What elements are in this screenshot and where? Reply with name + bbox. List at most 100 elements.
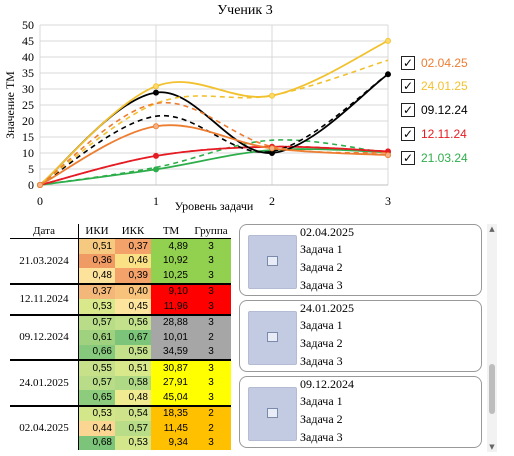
legend-item[interactable]: ✓ 02.04.25	[401, 55, 468, 71]
series-line	[39, 145, 389, 186]
group-cell: 2	[191, 330, 231, 345]
date-cell: 12.11.2024	[10, 282, 79, 315]
ikk-cell: 0,58	[115, 375, 151, 390]
y-axis-label: Значение ТМ	[3, 71, 17, 139]
iki-cell: 0,53	[78, 299, 115, 315]
card-task-label[interactable]: Задача 2	[300, 336, 343, 350]
table-row: 0,48 0,39 10,25 3	[10, 268, 231, 284]
legend-checkbox-icon[interactable]: ✓	[401, 151, 415, 165]
card-list-scrollbar[interactable]: ▲ ▼	[487, 224, 497, 452]
results-table: Дата ИКИ ИКК ТМ Группа 21.03.2024 0,51 0,3…	[10, 224, 231, 450]
card-task-label[interactable]: Задача 2	[300, 412, 343, 426]
legend-checkbox-icon[interactable]: ✓	[401, 127, 415, 141]
scroll-down-icon[interactable]: ▼	[489, 443, 495, 451]
tm-cell: 9,34	[151, 435, 191, 450]
y-tick-label: 30	[22, 82, 34, 96]
table-row: 0,68 0,53 9,34 3	[10, 435, 231, 450]
data-point	[37, 181, 44, 188]
legend-item[interactable]: ✓ 21.03.24	[401, 150, 468, 166]
legend-item[interactable]: ✓ 24.01.25	[401, 78, 468, 94]
card-task-label[interactable]: Задача 1	[300, 318, 343, 332]
ikk-cell: 0,57	[115, 421, 151, 436]
card-task-label[interactable]: Задача 3	[300, 354, 343, 368]
image-placeholder-icon[interactable]	[248, 235, 297, 289]
ikk-cell: 0,48	[115, 390, 151, 406]
legend-item[interactable]: ✓ 12.11.24	[401, 126, 467, 142]
tm-cell: 10,25	[151, 268, 191, 284]
card-task-label[interactable]: Задача 3	[300, 278, 343, 292]
legend-label: 09.12.24	[421, 103, 468, 117]
broken-image-icon	[267, 256, 278, 266]
iki-cell: 0,65	[78, 390, 115, 406]
legend-label: 21.03.24	[421, 151, 468, 165]
ikk-cell: 0,67	[115, 330, 151, 345]
y-tick-label: 10	[22, 146, 34, 160]
data-point	[152, 89, 159, 96]
tm-cell: 9,10	[151, 282, 191, 299]
tm-cell: 30,87	[151, 359, 191, 376]
scroll-up-icon[interactable]: ▲	[489, 225, 495, 233]
iki-cell: 0,66	[78, 344, 115, 360]
tm-cell: 4,89	[151, 238, 191, 254]
y-tick-label: 50	[22, 18, 34, 32]
line-chart: Ученик 3 0 5 10 15 20 25 30 35 40 45 50 0 1 2 3 Уровень …	[3, 3, 391, 213]
series-line	[39, 148, 389, 186]
date-cell: 24.01.2025	[10, 359, 79, 406]
ikk-cell: 0,40	[115, 282, 151, 299]
ikk-cell: 0,56	[115, 313, 151, 330]
date-cell: 09.12.2024	[10, 313, 79, 360]
legend-checkbox-icon[interactable]: ✓	[401, 56, 415, 70]
tm-cell: 11,96	[151, 299, 191, 315]
tm-cell: 10,01	[151, 330, 191, 345]
x-tick-label: 1	[153, 194, 159, 208]
iki-cell: 0,57	[78, 313, 115, 330]
data-point	[268, 145, 275, 152]
tm-cell: 27,91	[151, 375, 191, 390]
submission-card[interactable]: 24.01.2025 Задача 1 Задача 2 Задача 3	[239, 300, 482, 372]
header-tm: ТМ	[151, 224, 191, 239]
data-point	[268, 92, 275, 99]
scrollbar-thumb[interactable]	[489, 364, 495, 414]
ikk-cell: 0,45	[115, 299, 151, 315]
group-cell: 3	[191, 359, 231, 376]
iki-cell: 0,36	[78, 253, 115, 268]
y-tick-label: 0	[28, 178, 34, 192]
iki-cell: 0,37	[78, 282, 115, 299]
submission-card[interactable]: 02.04.2025 Задача 1 Задача 2 Задача 3	[239, 224, 482, 296]
table-row: 0,53 0,45 11,96 3	[10, 299, 231, 315]
series-trend-line	[39, 73, 389, 186]
table-row: 0,66 0,56 34,59 3	[10, 344, 231, 360]
image-placeholder-icon[interactable]	[248, 387, 297, 441]
image-placeholder-icon[interactable]	[248, 311, 297, 365]
table-row: 02.04.2025 0,53 0,54 18,35 2	[10, 404, 231, 450]
date-cell: 02.04.2025	[10, 404, 79, 450]
submission-card-list[interactable]: 02.04.2025 Задача 1 Задача 2 Задача 3 24.01.…	[239, 224, 485, 452]
table-row: 21.03.2024 0,51 0,37 4,89 3	[10, 238, 231, 284]
iki-cell: 0,44	[78, 421, 115, 436]
x-tick-label: 2	[269, 194, 275, 208]
card-task-label[interactable]: Задача 1	[300, 394, 343, 408]
card-task-label[interactable]: Задача 2	[300, 260, 343, 274]
card-date: 09.12.2024	[300, 377, 354, 391]
card-date: 02.04.2025	[300, 225, 354, 239]
series-line	[39, 73, 389, 186]
legend-checkbox-icon[interactable]: ✓	[401, 103, 415, 117]
table-row: 0,44 0,57 11,45 2	[10, 421, 231, 436]
y-tick-label: 20	[22, 114, 34, 128]
card-task-label[interactable]: Задача 1	[300, 242, 343, 256]
legend-checkbox-icon[interactable]: ✓	[401, 79, 415, 93]
group-cell: 3	[191, 313, 231, 330]
y-tick-label: 35	[22, 66, 34, 80]
tm-cell: 11,45	[151, 421, 191, 436]
group-cell: 2	[191, 404, 231, 421]
submission-card[interactable]: 09.12.2024 Задача 1 Задача 2 Задача 3	[239, 376, 482, 448]
iki-cell: 0,55	[78, 359, 115, 376]
card-task-label[interactable]: Задача 3	[300, 430, 343, 444]
table-header-row: Дата ИКИ ИКК ТМ Группа	[10, 224, 231, 239]
y-tick-label: 15	[22, 130, 34, 144]
iki-cell: 0,48	[78, 268, 115, 284]
iki-cell: 0,61	[78, 330, 115, 345]
legend-item[interactable]: ✓ 09.12.24	[401, 102, 468, 118]
legend-label: 02.04.25	[421, 56, 468, 70]
table-row: 0,61 0,67 10,01 2	[10, 330, 231, 345]
